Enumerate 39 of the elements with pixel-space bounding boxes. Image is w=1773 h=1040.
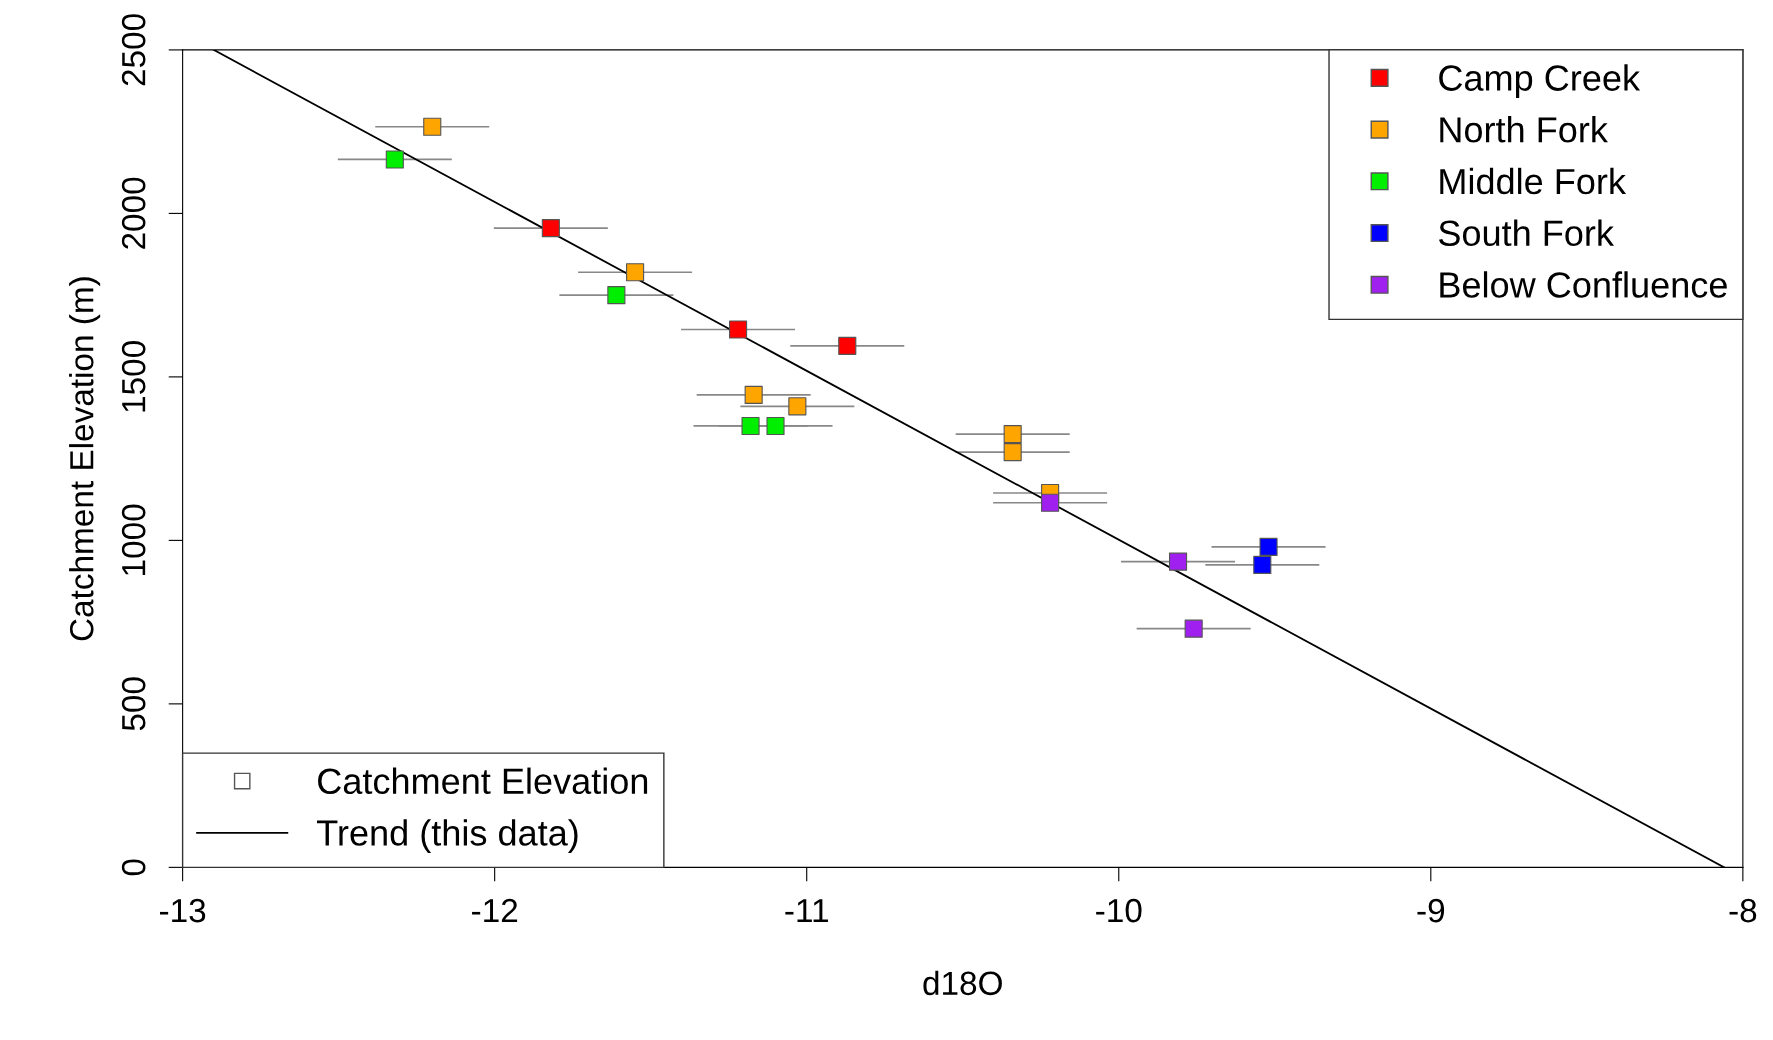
x-tick-label: -11 (785, 899, 828, 923)
point (1184, 619, 1203, 638)
legend-label: Below Confluence (1440, 271, 1727, 298)
x-tick-label: -10 (1096, 898, 1142, 923)
point (626, 263, 645, 282)
legend-label: Camp Creek (1439, 64, 1641, 99)
y-tick-label: 500 (121, 677, 146, 731)
point (1168, 552, 1188, 571)
x-tick-label: -8 (1729, 898, 1757, 923)
point (423, 117, 442, 136)
legend-label: North Fork (1440, 116, 1608, 143)
point (1003, 425, 1022, 444)
point (607, 286, 626, 305)
point (1259, 537, 1278, 556)
point (729, 320, 748, 339)
point (385, 150, 404, 169)
point (741, 416, 760, 436)
legend-label: Trend (this data) (317, 819, 578, 853)
y-tick-label: 0 (121, 859, 146, 876)
y-tick-label: 2500 (121, 14, 146, 86)
point (838, 336, 857, 355)
point (1041, 493, 1060, 512)
y-tick-label: 2000 (121, 177, 146, 249)
point (1253, 555, 1272, 574)
y-axis-title: Catchment Elevation (m) (69, 277, 101, 641)
legend-label: South Fork (1439, 219, 1615, 247)
y-tick-label: 1000 (121, 504, 146, 575)
point (766, 416, 785, 436)
point (541, 219, 560, 238)
x-axis-title: d18O (923, 970, 1002, 996)
y-tick-label: 1500 (121, 341, 146, 412)
point (788, 397, 807, 416)
x-tick-label: -12 (472, 898, 518, 923)
x-tick-label: -13 (160, 898, 206, 923)
point (1003, 443, 1022, 462)
annotation: Catchment Elevation (318, 767, 648, 795)
point (744, 385, 763, 404)
legend-label: Middle Fork (1440, 167, 1627, 195)
x-tick-label: -9 (1417, 898, 1445, 923)
